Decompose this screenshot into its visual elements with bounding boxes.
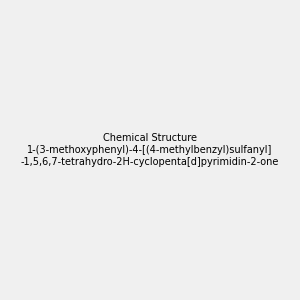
Text: Chemical Structure
1-(3-methoxyphenyl)-4-[(4-methylbenzyl)sulfanyl]
-1,5,6,7-tet: Chemical Structure 1-(3-methoxyphenyl)-4…	[21, 134, 279, 166]
